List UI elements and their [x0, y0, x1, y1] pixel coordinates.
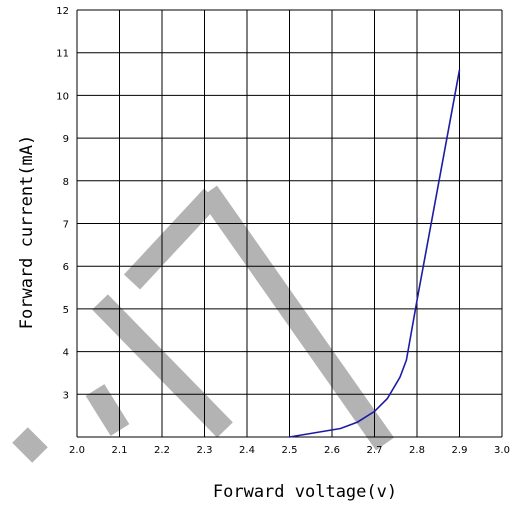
y-tick-label: 6 — [63, 262, 69, 273]
watermark-band — [12, 427, 48, 463]
y-tick-label: 11 — [56, 49, 69, 60]
x-tick-labels: 2.0 2.1 2.2 2.3 2.4 2.5 2.6 2.7 2.8 2.9 3.0 — [69, 445, 510, 456]
x-axis-label: Forward voltage(v) — [213, 482, 397, 502]
x-tick-label: 2.8 — [409, 445, 425, 456]
grid — [76, 9, 503, 438]
y-tick-label: 5 — [63, 305, 69, 316]
y-tick-label: 12 — [56, 6, 69, 17]
watermark — [12, 185, 395, 463]
watermark-band — [123, 188, 221, 290]
watermark-band — [198, 185, 395, 451]
y-tick-label: 7 — [63, 220, 69, 231]
x-tick-label: 2.9 — [452, 445, 468, 456]
y-tick-label: 10 — [56, 91, 69, 102]
x-tick-label: 2.1 — [112, 445, 128, 456]
y-axis-label: Forward current(mA) — [17, 135, 37, 329]
y-tick-label: 4 — [63, 348, 69, 359]
y-tick-labels: 3 4 5 6 7 8 9 10 11 12 — [56, 6, 69, 401]
x-tick-label: 2.4 — [239, 445, 255, 456]
x-tick-label: 3.0 — [494, 445, 510, 456]
x-tick-label: 2.2 — [154, 445, 170, 456]
x-tick-label: 2.6 — [324, 445, 340, 456]
x-tick-label: 2.5 — [282, 445, 298, 456]
y-tick-label: 8 — [63, 177, 69, 188]
series-line — [289, 69, 461, 438]
y-tick-label: 3 — [63, 390, 69, 401]
y-tick-label: 9 — [63, 134, 69, 145]
watermark-band — [85, 384, 130, 436]
x-tick-label: 2.0 — [69, 445, 85, 456]
x-tick-label: 2.3 — [197, 445, 213, 456]
x-tick-label: 2.7 — [367, 445, 383, 456]
